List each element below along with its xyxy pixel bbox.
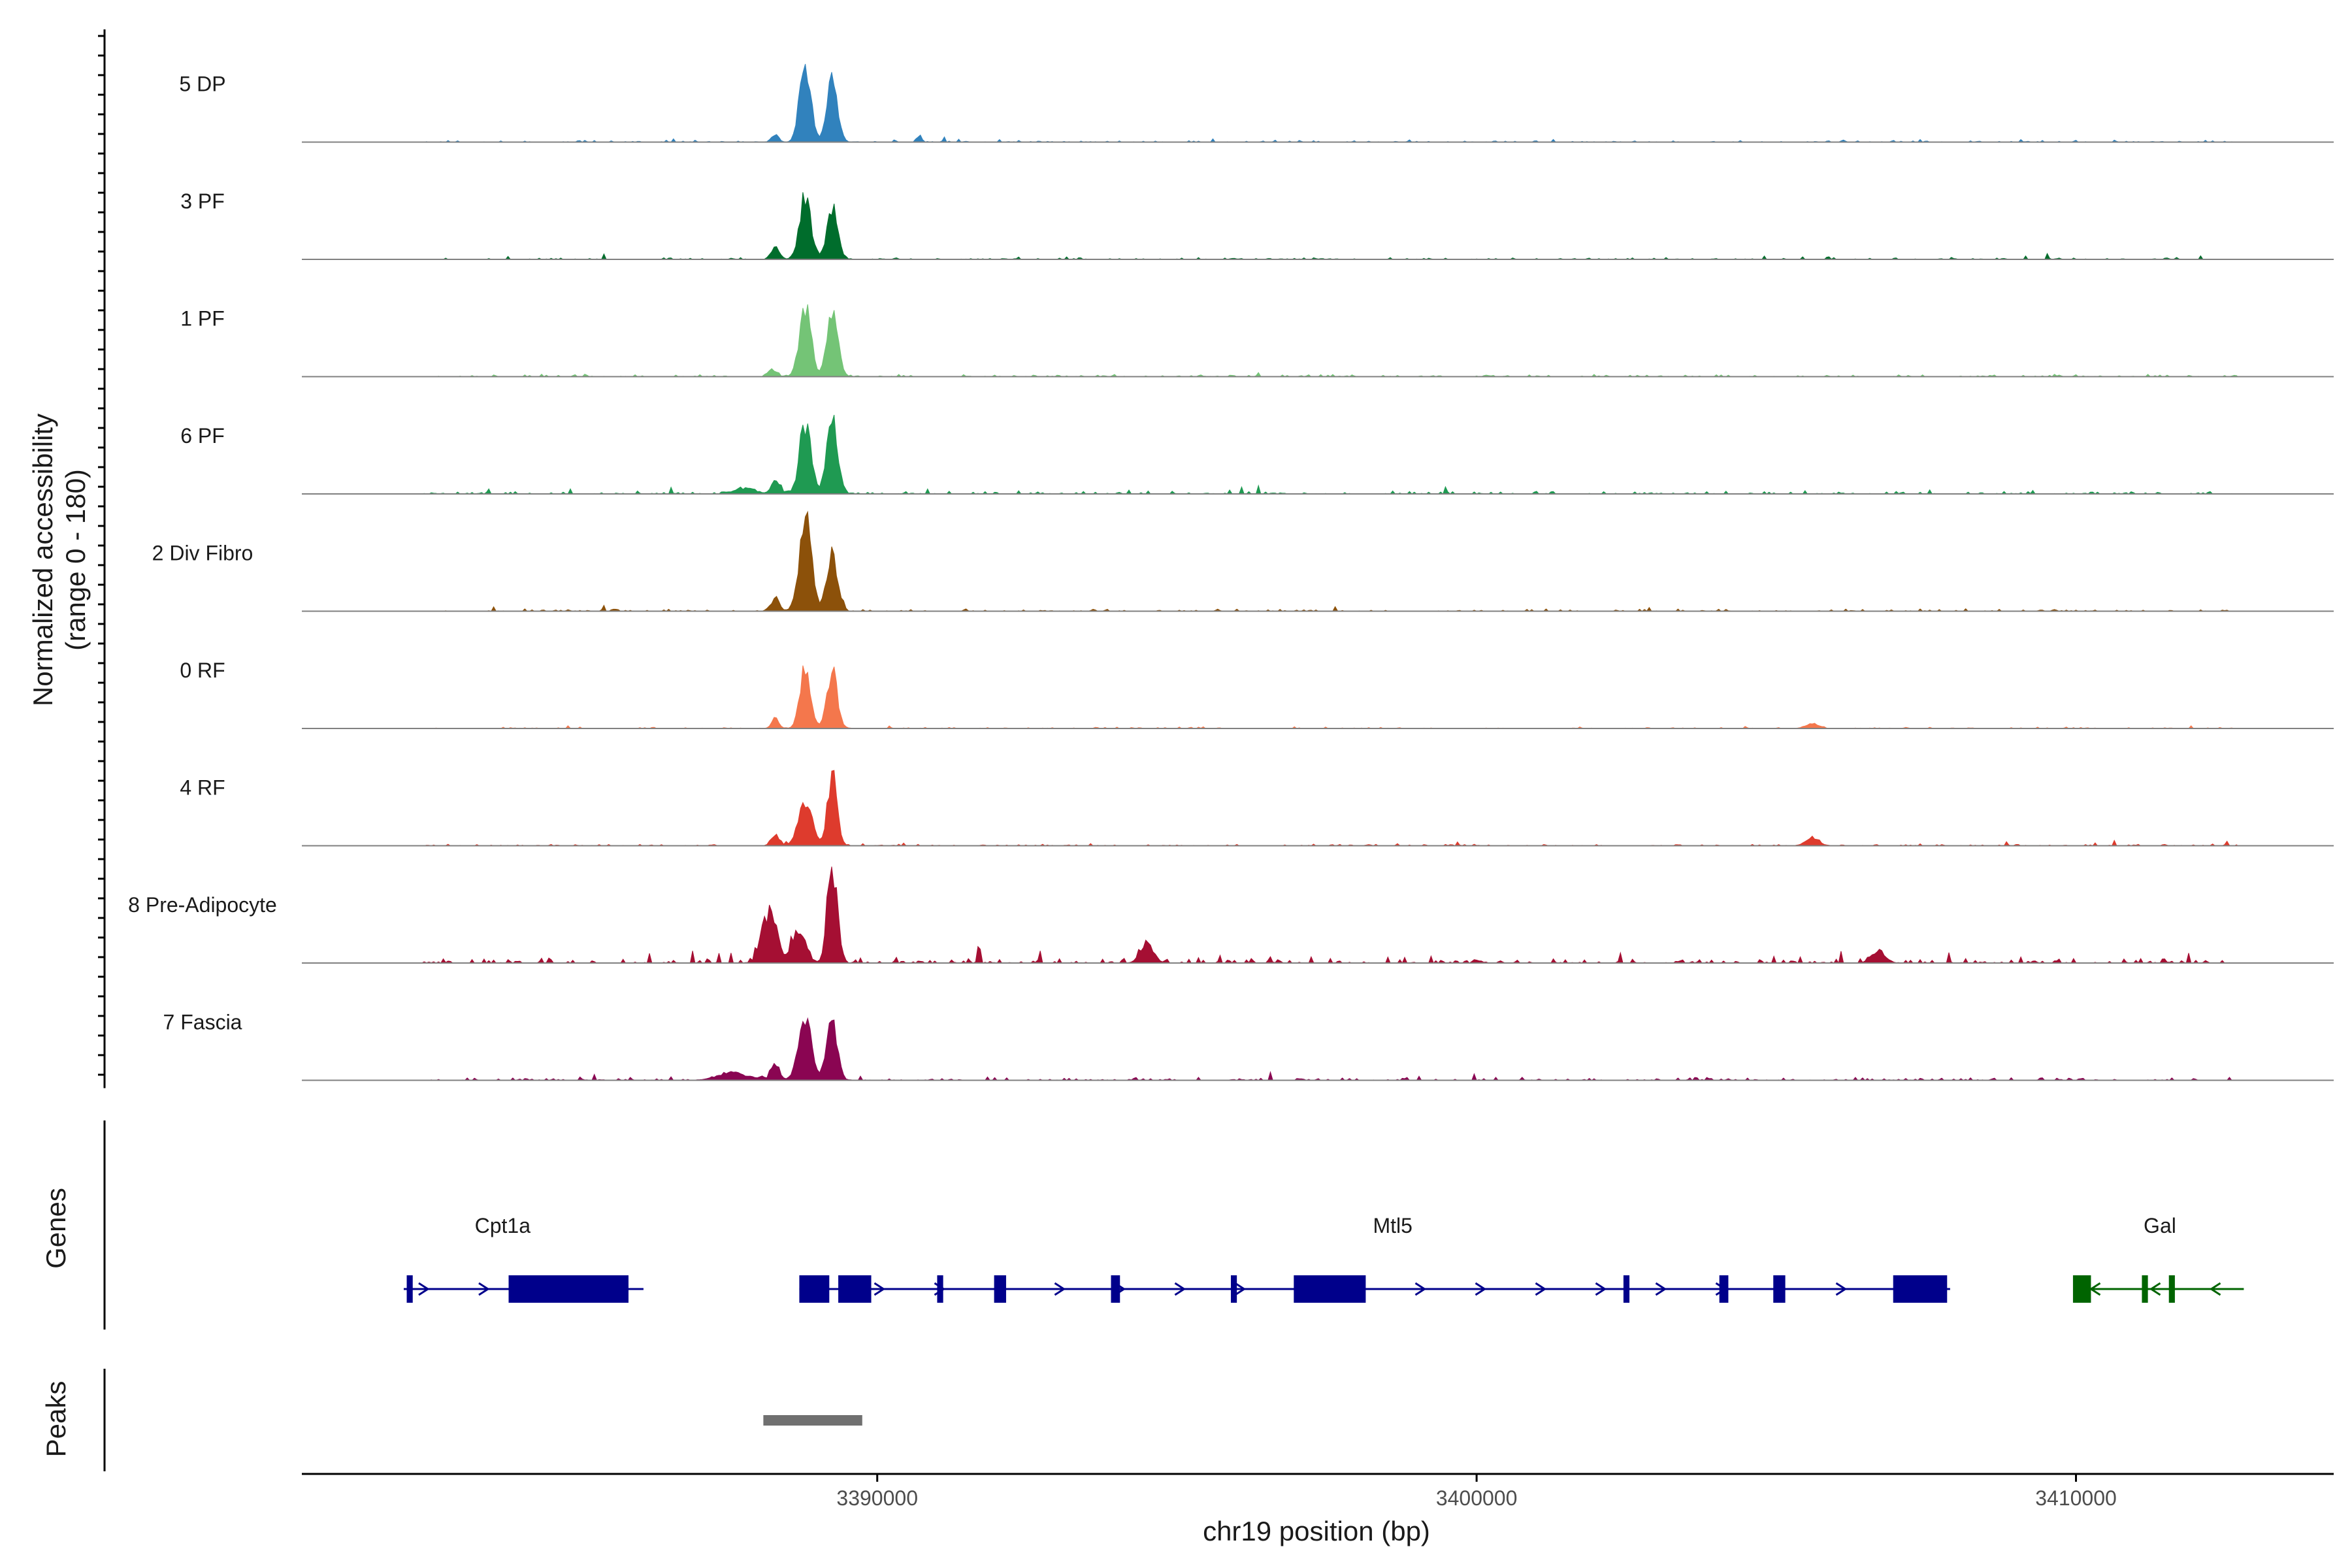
coverage-tracks: 5 DP 3 PF 1 PF 6 PF 2 Div Fibro 0 RF 4 RF 8 Pre… <box>128 63 2334 1081</box>
coverage-area <box>302 665 2238 729</box>
coverage-area <box>302 1017 2238 1081</box>
strand-arrow <box>1535 1282 1547 1296</box>
track-5-dp: 5 DP <box>179 63 2334 143</box>
strand-arrow <box>1595 1282 1607 1296</box>
x-axis: 3390000 3400000 3410000 <box>98 29 2334 1510</box>
coverage-area <box>302 192 2238 260</box>
gene-exon <box>1773 1275 1786 1303</box>
track-label: 6 PF <box>180 424 225 448</box>
x-tick-label: 3410000 <box>2035 1486 2117 1510</box>
strand-arrow <box>1234 1282 1247 1296</box>
track-1-pf: 1 PF <box>180 304 2334 378</box>
x-tick-label: 3390000 <box>836 1486 918 1510</box>
coverage-area <box>302 414 2238 495</box>
gene-exon <box>1623 1275 1630 1303</box>
strand-arrow <box>1414 1282 1427 1296</box>
peak-region <box>763 1415 862 1426</box>
gene-gal: Gal <box>2072 1214 2244 1303</box>
strand-arrow <box>1475 1282 1487 1296</box>
coverage-area <box>302 510 2238 612</box>
x-axis-title: chr19 position (bp) <box>1203 1516 1430 1546</box>
strand-arrow <box>2149 1282 2161 1296</box>
track-label: 0 RF <box>180 659 225 682</box>
y-axis-range-label: (range 0 - 180) <box>60 469 91 651</box>
strand-arrow <box>2209 1282 2221 1296</box>
track-label: 5 DP <box>179 73 225 96</box>
gene-label: Cpt1a <box>475 1214 531 1237</box>
track-7-fascia: 7 Fascia <box>163 1011 2334 1081</box>
strand-arrow <box>1835 1282 1848 1296</box>
peaks-panel <box>103 1369 862 1471</box>
gene-exon <box>2072 1275 2091 1303</box>
track-label: 2 Div Fibro <box>152 542 253 565</box>
track-4-rf: 4 RF <box>180 770 2334 847</box>
strand-arrow <box>1054 1282 1066 1296</box>
track-2-div-fibro: 2 Div Fibro <box>152 510 2334 612</box>
gene-exon <box>937 1275 943 1303</box>
track-3-pf: 3 PF <box>180 189 2334 260</box>
gene-exon <box>1294 1275 1366 1303</box>
strand-arrow <box>874 1282 886 1296</box>
strand-arrow <box>2089 1282 2101 1296</box>
gene-mtl5: Mtl5 <box>799 1214 1950 1303</box>
gene-exon <box>994 1275 1006 1303</box>
track-label: 1 PF <box>180 307 225 331</box>
strand-arrow <box>418 1282 430 1296</box>
gene-exon <box>1719 1275 1729 1303</box>
gene-exon <box>406 1275 413 1303</box>
gene-exon <box>838 1275 872 1303</box>
coverage-area <box>302 63 2238 143</box>
track-label: 3 PF <box>180 189 225 213</box>
gene-exon <box>2142 1275 2148 1303</box>
strand-arrow <box>1655 1282 1667 1296</box>
y-axis-title: Normalized accessibility <box>27 414 58 706</box>
gene-exon <box>799 1275 830 1303</box>
gene-annotation-panel: Cpt1a Mtl5 Gal <box>103 1120 2244 1330</box>
coverage-area <box>302 304 2239 378</box>
track-8-pre-adipocyte: 8 Pre-Adipocyte <box>128 866 2334 964</box>
track-6-pf: 6 PF <box>180 414 2334 495</box>
coverage-area <box>302 770 2239 847</box>
coverage-area <box>302 866 2238 964</box>
gene-exon <box>1111 1275 1120 1303</box>
track-label: 7 Fascia <box>163 1011 242 1034</box>
peaks-panel-title: Peaks <box>41 1381 71 1458</box>
track-label: 8 Pre-Adipocyte <box>128 893 277 917</box>
gene-exon <box>2168 1275 2175 1303</box>
strand-arrow <box>1174 1282 1186 1296</box>
gene-label: Mtl5 <box>1373 1214 1412 1237</box>
gene-label: Gal <box>2144 1214 2176 1237</box>
x-tick-label: 3400000 <box>1436 1486 1518 1510</box>
genes-panel-title: Genes <box>41 1188 71 1269</box>
track-0-rf: 0 RF <box>180 659 2334 729</box>
gene-cpt1a: Cpt1a <box>403 1214 644 1303</box>
track-label: 4 RF <box>180 776 225 800</box>
gene-exon <box>1893 1275 1948 1303</box>
gene-exon <box>508 1275 629 1303</box>
strand-arrow <box>478 1282 490 1296</box>
gene-exon <box>1230 1275 1237 1303</box>
